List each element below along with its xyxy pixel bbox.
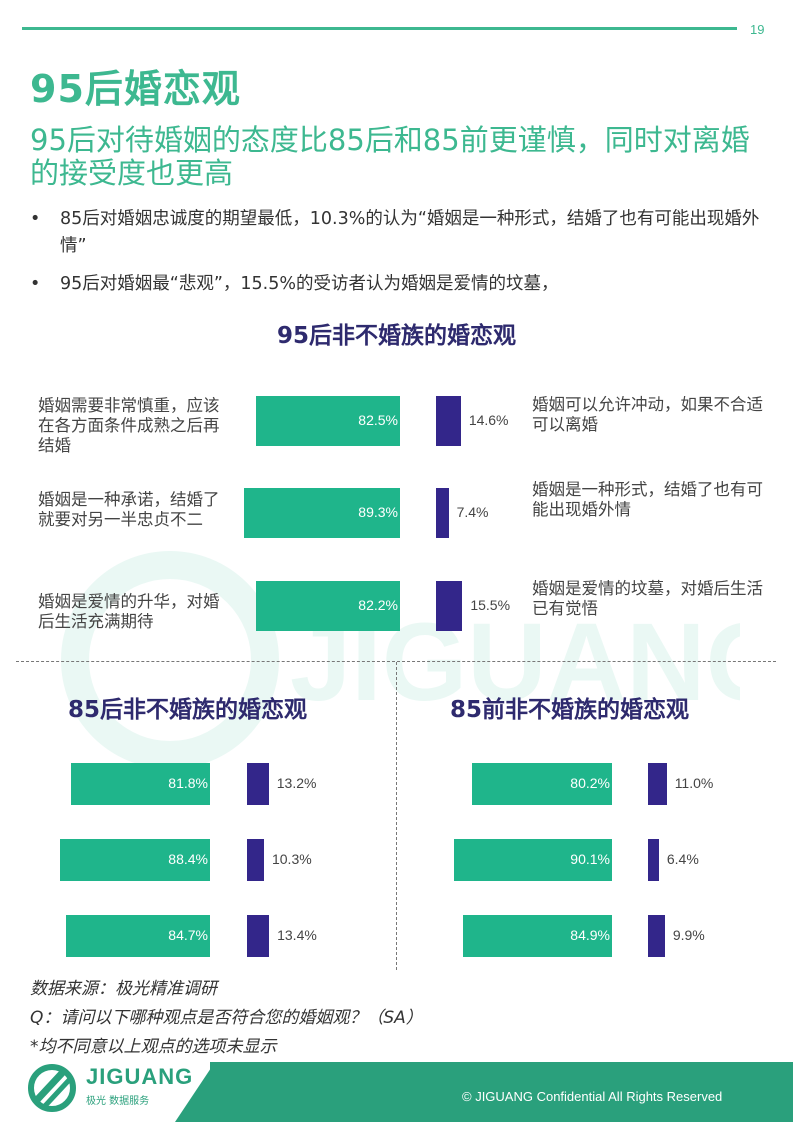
bullet-item: • 85后对婚姻忠诚度的期望最低，10.3%的认为“婚姻是一种形式，结婚了也有可… (30, 206, 770, 260)
right-label: 婚姻是一种形式，结婚了也有可能出现婚外情 (532, 480, 763, 519)
bar-disagree-label: 14.6% (468, 412, 509, 428)
chart-title-85: 85后非不婚族的婚恋观 (68, 697, 308, 723)
bar-disagree (436, 488, 449, 538)
bar-agree (66, 915, 210, 957)
copyright-text: © JIGUANG Confidential All Rights Reserv… (462, 1089, 723, 1104)
bar-disagree-label: 13.2% (276, 775, 317, 791)
bar-disagree (648, 839, 659, 881)
bar-agree (463, 915, 612, 957)
bar-agree (70, 763, 210, 805)
bar-disagree (436, 581, 463, 631)
right-label: 婚姻可以允许冲动，如果不合适可以离婚 (532, 395, 763, 434)
bar-agree-label: 89.3% (358, 504, 398, 520)
bar-disagree-label: 15.5% (470, 597, 511, 613)
bar-disagree (247, 915, 270, 957)
bar-agree (454, 839, 612, 881)
footnote: *均不同意以上观点的选项未显示 (30, 1037, 277, 1057)
bar-disagree-label: 11.0% (674, 775, 714, 791)
bar-disagree (648, 915, 665, 957)
bar-disagree (436, 396, 461, 446)
bar-disagree (648, 763, 667, 805)
bar-agree-label: 84.7% (168, 927, 208, 943)
footer-slant (175, 1062, 215, 1122)
bar-disagree-label: 9.9% (672, 927, 705, 943)
bar-agree (59, 839, 210, 881)
page-subtitle: 95后对待婚姻的态度比85后和85前更谨慎，同时对离婚的接受度也更高 (30, 123, 750, 190)
bar-agree (471, 763, 612, 805)
bar-agree-label: 80.2% (570, 775, 610, 791)
brand-subtitle: 极光 数据服务 (86, 1096, 150, 1107)
bar-disagree (247, 839, 264, 881)
bar-agree-label: 82.5% (358, 412, 398, 428)
right-label: 婚姻是爱情的坟墓，对婚后生活已有觉悟 (532, 579, 763, 618)
chart-title-95: 95后非不婚族的婚恋观 (276, 323, 516, 349)
header-rule (22, 27, 737, 30)
bar-agree-label: 88.4% (168, 851, 208, 867)
bar-disagree-label: 6.4% (666, 851, 699, 867)
jiguang-watermark: JIGUANG (61, 551, 740, 769)
jiguang-logo-icon (28, 1064, 76, 1112)
bar-agree (256, 581, 400, 631)
source-note: 数据来源：极光精准调研 (30, 979, 217, 999)
bullet-item: • 95后对婚姻最“悲观”，15.5%的受访者认为婚姻是爱情的坟墓， (30, 271, 770, 298)
chart-title-pre85: 85前非不婚族的婚恋观 (450, 697, 690, 723)
bar-agree-label: 81.8% (168, 775, 208, 791)
bar-disagree-label: 13.4% (277, 927, 317, 943)
bar-agree-label: 84.9% (570, 927, 610, 943)
bar-disagree-label: 10.3% (271, 851, 312, 867)
left-label: 婚姻是一种承诺，结婚了就要对另一半忠贞不二 (38, 490, 220, 529)
question-note: Q：请问以下哪种观点是否符合您的婚姻观？（SA） (30, 1008, 423, 1028)
bar-disagree-label: 7.4% (456, 504, 489, 520)
bar-agree (255, 396, 400, 446)
bar-agree (243, 488, 400, 538)
bullet-list: • 85后对婚姻忠诚度的期望最低，10.3%的认为“婚姻是一种形式，结婚了也有可… (30, 206, 770, 309)
left-label: 婚姻需要非常慎重，应该在各方面条件成熟之后再结婚 (38, 396, 220, 455)
notes: 数据来源：极光精准调研 Q：请问以下哪种观点是否符合您的婚姻观？（SA） *均不… (30, 975, 423, 1062)
bar-agree-label: 90.1% (570, 851, 610, 867)
bar-agree-label: 82.2% (358, 597, 398, 613)
footer-band (210, 1062, 793, 1122)
bullet-dot-icon: • (30, 209, 41, 229)
bullet-dot-icon: • (30, 274, 41, 294)
bullet-text: 95后对婚姻最“悲观”，15.5%的受访者认为婚姻是爱情的坟墓， (60, 274, 559, 294)
divider-vertical (396, 662, 397, 970)
divider-horizontal (16, 661, 776, 662)
bar-disagree (247, 763, 269, 805)
left-label: 婚姻是爱情的升华，对婚后生活充满期待 (38, 592, 220, 631)
bullet-text: 85后对婚姻忠诚度的期望最低，10.3%的认为“婚姻是一种形式，结婚了也有可能出… (60, 209, 760, 256)
brand-name: JIGUANG (86, 1064, 194, 1089)
page-number: 19 (750, 22, 765, 37)
page-title: 95后婚恋观 (30, 67, 241, 111)
